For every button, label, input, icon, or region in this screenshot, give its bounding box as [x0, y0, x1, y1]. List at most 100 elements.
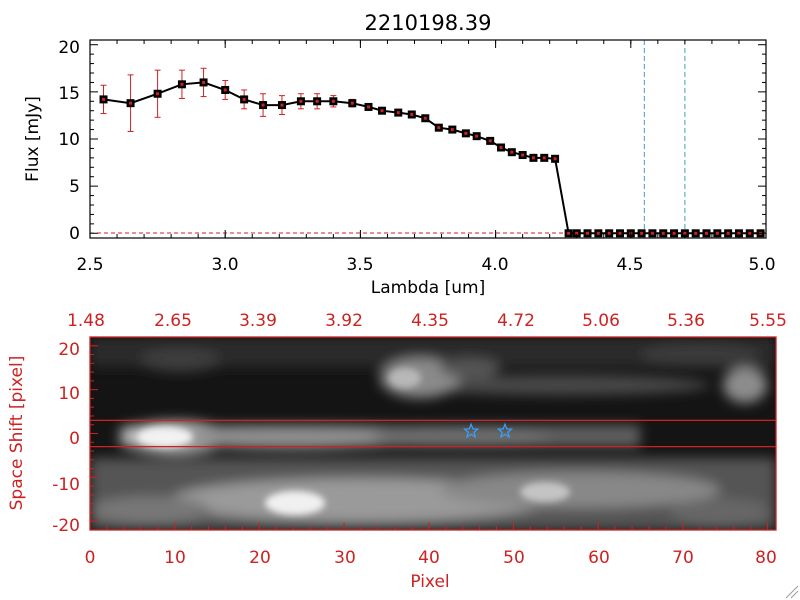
x-tick-label: 5.0: [748, 255, 775, 275]
flux-series-line: [103, 81, 761, 235]
flux-point-core: [705, 231, 709, 235]
flux-point-core: [299, 99, 303, 103]
flux-point-core: [129, 101, 133, 105]
flux-point-core: [380, 109, 384, 113]
image-x-axis-label: Pixel: [410, 572, 449, 592]
flux-point-core: [640, 231, 644, 235]
flux-point-core: [672, 231, 676, 235]
flux-point-core: [510, 150, 514, 154]
vertical-markers: [643, 40, 686, 238]
flux-point-core: [102, 97, 106, 101]
y-tick-label: 5: [69, 177, 80, 197]
top-tick-label: 5.55: [749, 311, 787, 331]
flux-point-core: [156, 92, 160, 96]
top-tick-label: 4.35: [411, 311, 449, 331]
top-tick-label: 1.48: [67, 311, 105, 331]
flux-point-core: [521, 153, 525, 157]
spectrum-frame: [89, 39, 767, 239]
flux-point-core: [180, 82, 184, 86]
flux-point-core: [567, 231, 571, 235]
flux-point-core: [475, 134, 479, 138]
line-markers: [462, 422, 514, 439]
x-tick-label: 20: [249, 548, 271, 568]
flux-point-core: [715, 231, 719, 235]
star-marker-icon: [462, 422, 480, 439]
top-tick-label: 4.72: [497, 311, 535, 331]
y-tick-label: 20: [58, 340, 80, 360]
top-tick-label: 2.65: [154, 311, 192, 331]
flux-point-core: [499, 145, 503, 149]
flux-point-core: [737, 231, 741, 235]
y-tick-label: -10: [52, 475, 80, 495]
y-tick-label: 10: [58, 384, 80, 404]
flux-point-core: [618, 231, 622, 235]
image-y-axis-label: Space Shift [pixel]: [7, 356, 27, 511]
flux-point-core: [596, 231, 600, 235]
x-tick-label: 30: [334, 548, 356, 568]
image-top-ticklabels: 1.48 2.65 3.39 3.92 4.35 4.72 5.06 5.36 …: [67, 311, 787, 331]
flux-points: [99, 78, 765, 238]
flux-point-core: [542, 156, 546, 160]
flux-point-core: [280, 103, 284, 107]
y-tick-label: 0: [69, 429, 80, 449]
flux-point-core: [694, 231, 698, 235]
y-tick-label: 15: [58, 84, 80, 104]
x-tick-label: 60: [588, 548, 610, 568]
top-tick-label: 3.39: [239, 311, 277, 331]
top-tick-label: 5.36: [667, 311, 705, 331]
flux-point-core: [423, 116, 427, 120]
y-tick-label: 0: [69, 224, 80, 244]
flux-point-core: [315, 99, 319, 103]
y-tick-label: -20: [52, 516, 80, 536]
x-tick-label: 50: [503, 548, 525, 568]
flux-point-core: [437, 126, 441, 130]
flux-point-core: [367, 105, 371, 109]
y-axis-label: Flux [mJy]: [23, 96, 43, 182]
flux-point-core: [450, 128, 454, 132]
flux-point-core: [586, 231, 590, 235]
x-tick-label: 2.5: [76, 255, 103, 275]
flux-point-core: [261, 103, 265, 107]
flux-point-core: [575, 231, 579, 235]
flux-point-core: [607, 231, 611, 235]
flux-point-core: [242, 97, 246, 101]
chart-title: 2210198.39: [365, 11, 492, 35]
image-x-ticklabels: 0 10 20 30 40 50 60 70 80: [85, 548, 777, 568]
spectrum-x-ticklabels: 2.5 3.0 3.5 4.0 4.5 5.0: [76, 255, 775, 275]
flux-point-core: [410, 112, 414, 116]
flux-point-core: [396, 111, 400, 115]
x-tick-label: 80: [755, 548, 777, 568]
y-tick-label: 10: [58, 130, 80, 150]
x-tick-label: 40: [418, 548, 440, 568]
flux-point-core: [331, 99, 335, 103]
spectral-image: [90, 337, 776, 530]
y-tick-label: 20: [58, 38, 80, 58]
flux-point-core: [464, 131, 468, 135]
x-tick-label: 3.5: [346, 255, 373, 275]
flux-point-core: [531, 156, 535, 160]
star-marker-icon: [496, 422, 514, 439]
flux-point-core: [202, 80, 206, 84]
flux-point-core: [683, 231, 687, 235]
x-axis-label: Lambda [um]: [371, 278, 485, 298]
flux-point-core: [650, 231, 654, 235]
image-y-ticklabels: -20 -10 0 10 20: [52, 340, 80, 536]
x-tick-label: 4.5: [616, 255, 643, 275]
x-tick-label: 3.0: [211, 255, 238, 275]
spectrum-y-ticklabels: 0 5 10 15 20: [58, 38, 80, 244]
flux-point-core: [726, 231, 730, 235]
image-ticks: [89, 345, 769, 530]
flux-point-core: [488, 139, 492, 143]
flux-point-core: [223, 88, 227, 92]
flux-point-core: [350, 101, 354, 105]
x-tick-label: 0: [85, 548, 96, 568]
resize-grip-icon[interactable]: [785, 585, 799, 599]
spectrum-ticks: [89, 40, 767, 238]
flux-point-core: [748, 231, 752, 235]
x-tick-label: 10: [164, 548, 186, 568]
x-tick-label: 4.0: [481, 255, 508, 275]
error-bars: [100, 67, 559, 163]
top-tick-label: 3.92: [325, 311, 363, 331]
top-tick-label: 5.06: [582, 311, 620, 331]
